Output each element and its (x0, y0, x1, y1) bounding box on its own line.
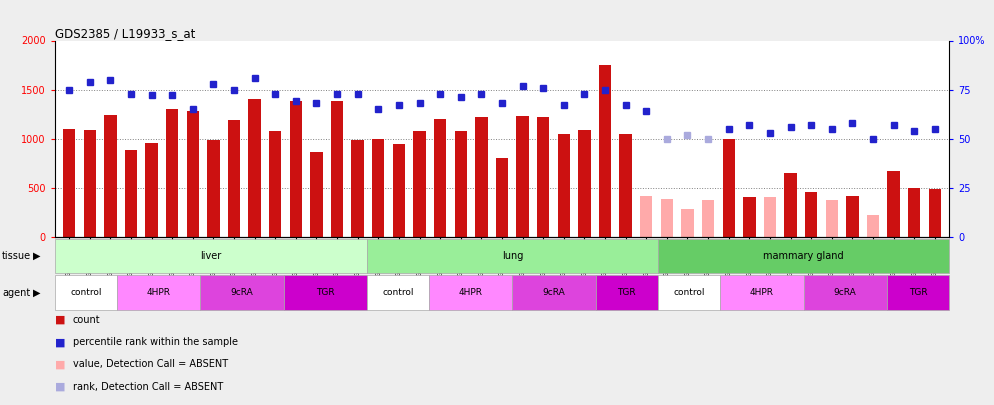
Text: ▶: ▶ (33, 288, 41, 298)
Bar (888, 171, 900, 237)
Text: 4HPR: 4HPR (147, 288, 171, 297)
Text: 4HPR: 4HPR (750, 288, 774, 297)
Text: ■: ■ (55, 315, 66, 325)
Bar (763, 197, 776, 237)
Text: GDS2385 / L19933_s_at: GDS2385 / L19933_s_at (55, 28, 195, 40)
Text: 9cRA: 9cRA (834, 288, 857, 297)
Text: control: control (71, 288, 101, 297)
Bar (63, 129, 76, 237)
Bar (289, 101, 302, 237)
Text: 4HPR: 4HPR (459, 288, 483, 297)
Bar (228, 120, 241, 237)
Bar (784, 173, 797, 237)
Text: percentile rank within the sample: percentile rank within the sample (73, 337, 238, 347)
Bar (928, 189, 941, 237)
Bar (83, 130, 95, 237)
Bar (104, 115, 116, 237)
Text: control: control (674, 288, 705, 297)
Text: control: control (383, 288, 414, 297)
Text: ■: ■ (55, 360, 66, 369)
Bar (867, 215, 879, 237)
Bar (187, 111, 199, 237)
Bar (744, 197, 755, 237)
Text: ■: ■ (55, 382, 66, 392)
Bar (619, 134, 632, 237)
Bar (248, 100, 260, 237)
Text: count: count (73, 315, 100, 325)
Bar (598, 65, 611, 237)
Bar (475, 117, 487, 237)
Bar (909, 188, 920, 237)
Bar (331, 101, 343, 237)
Bar (310, 152, 323, 237)
Text: rank, Detection Call = ABSENT: rank, Detection Call = ABSENT (73, 382, 223, 392)
Bar (166, 109, 178, 237)
Text: ▶: ▶ (33, 251, 41, 261)
Bar (414, 131, 425, 237)
Bar (454, 131, 467, 237)
Bar (640, 196, 652, 237)
Bar (702, 200, 715, 237)
Text: TGR: TGR (617, 288, 636, 297)
Text: tissue: tissue (2, 251, 31, 261)
Bar (681, 209, 694, 237)
Text: agent: agent (2, 288, 30, 298)
Bar (661, 198, 673, 237)
Bar (125, 151, 137, 237)
Bar (846, 196, 859, 237)
Text: liver: liver (200, 251, 222, 261)
Text: TGR: TGR (316, 288, 334, 297)
Text: TGR: TGR (909, 288, 927, 297)
Bar (805, 192, 817, 237)
Bar (393, 144, 406, 237)
Bar (496, 158, 508, 237)
Bar (269, 131, 281, 237)
Text: ■: ■ (55, 337, 66, 347)
Text: 9cRA: 9cRA (543, 288, 566, 297)
Bar (352, 140, 364, 237)
Text: lung: lung (502, 251, 523, 261)
Text: mammary gland: mammary gland (763, 251, 844, 261)
Bar (537, 117, 550, 237)
Text: 9cRA: 9cRA (231, 288, 253, 297)
Bar (434, 119, 446, 237)
Bar (207, 140, 220, 237)
Text: value, Detection Call = ABSENT: value, Detection Call = ABSENT (73, 360, 228, 369)
Bar (372, 139, 385, 237)
Bar (558, 134, 570, 237)
Bar (517, 116, 529, 237)
Bar (723, 139, 735, 237)
Bar (145, 143, 158, 237)
Bar (826, 200, 838, 237)
Bar (579, 130, 590, 237)
